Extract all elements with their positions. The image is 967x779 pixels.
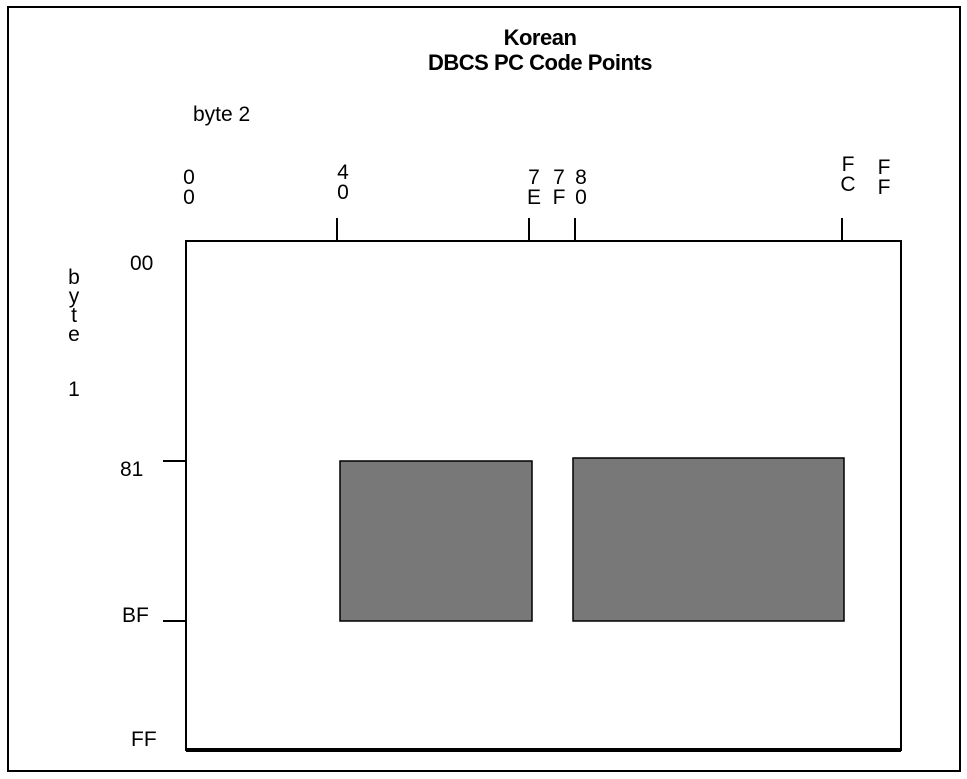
region-40-7E-81-BF [339, 460, 533, 622]
byte1-tick-label-81: 81 [120, 458, 144, 481]
byte1-tick-label-00: 00 [130, 252, 154, 275]
diagram-title-line-1: Korean [503, 25, 577, 50]
diagram-frame [7, 6, 961, 772]
byte2-axis-label: byte 2 [193, 103, 251, 126]
byte1-tick-label-BF: BF [122, 604, 149, 627]
region-80-FC-81-BF [572, 457, 845, 622]
diagram-title-line-2: DBCS PC Code Points [428, 50, 652, 75]
byte1-tick-label-FF: FF [131, 728, 157, 751]
